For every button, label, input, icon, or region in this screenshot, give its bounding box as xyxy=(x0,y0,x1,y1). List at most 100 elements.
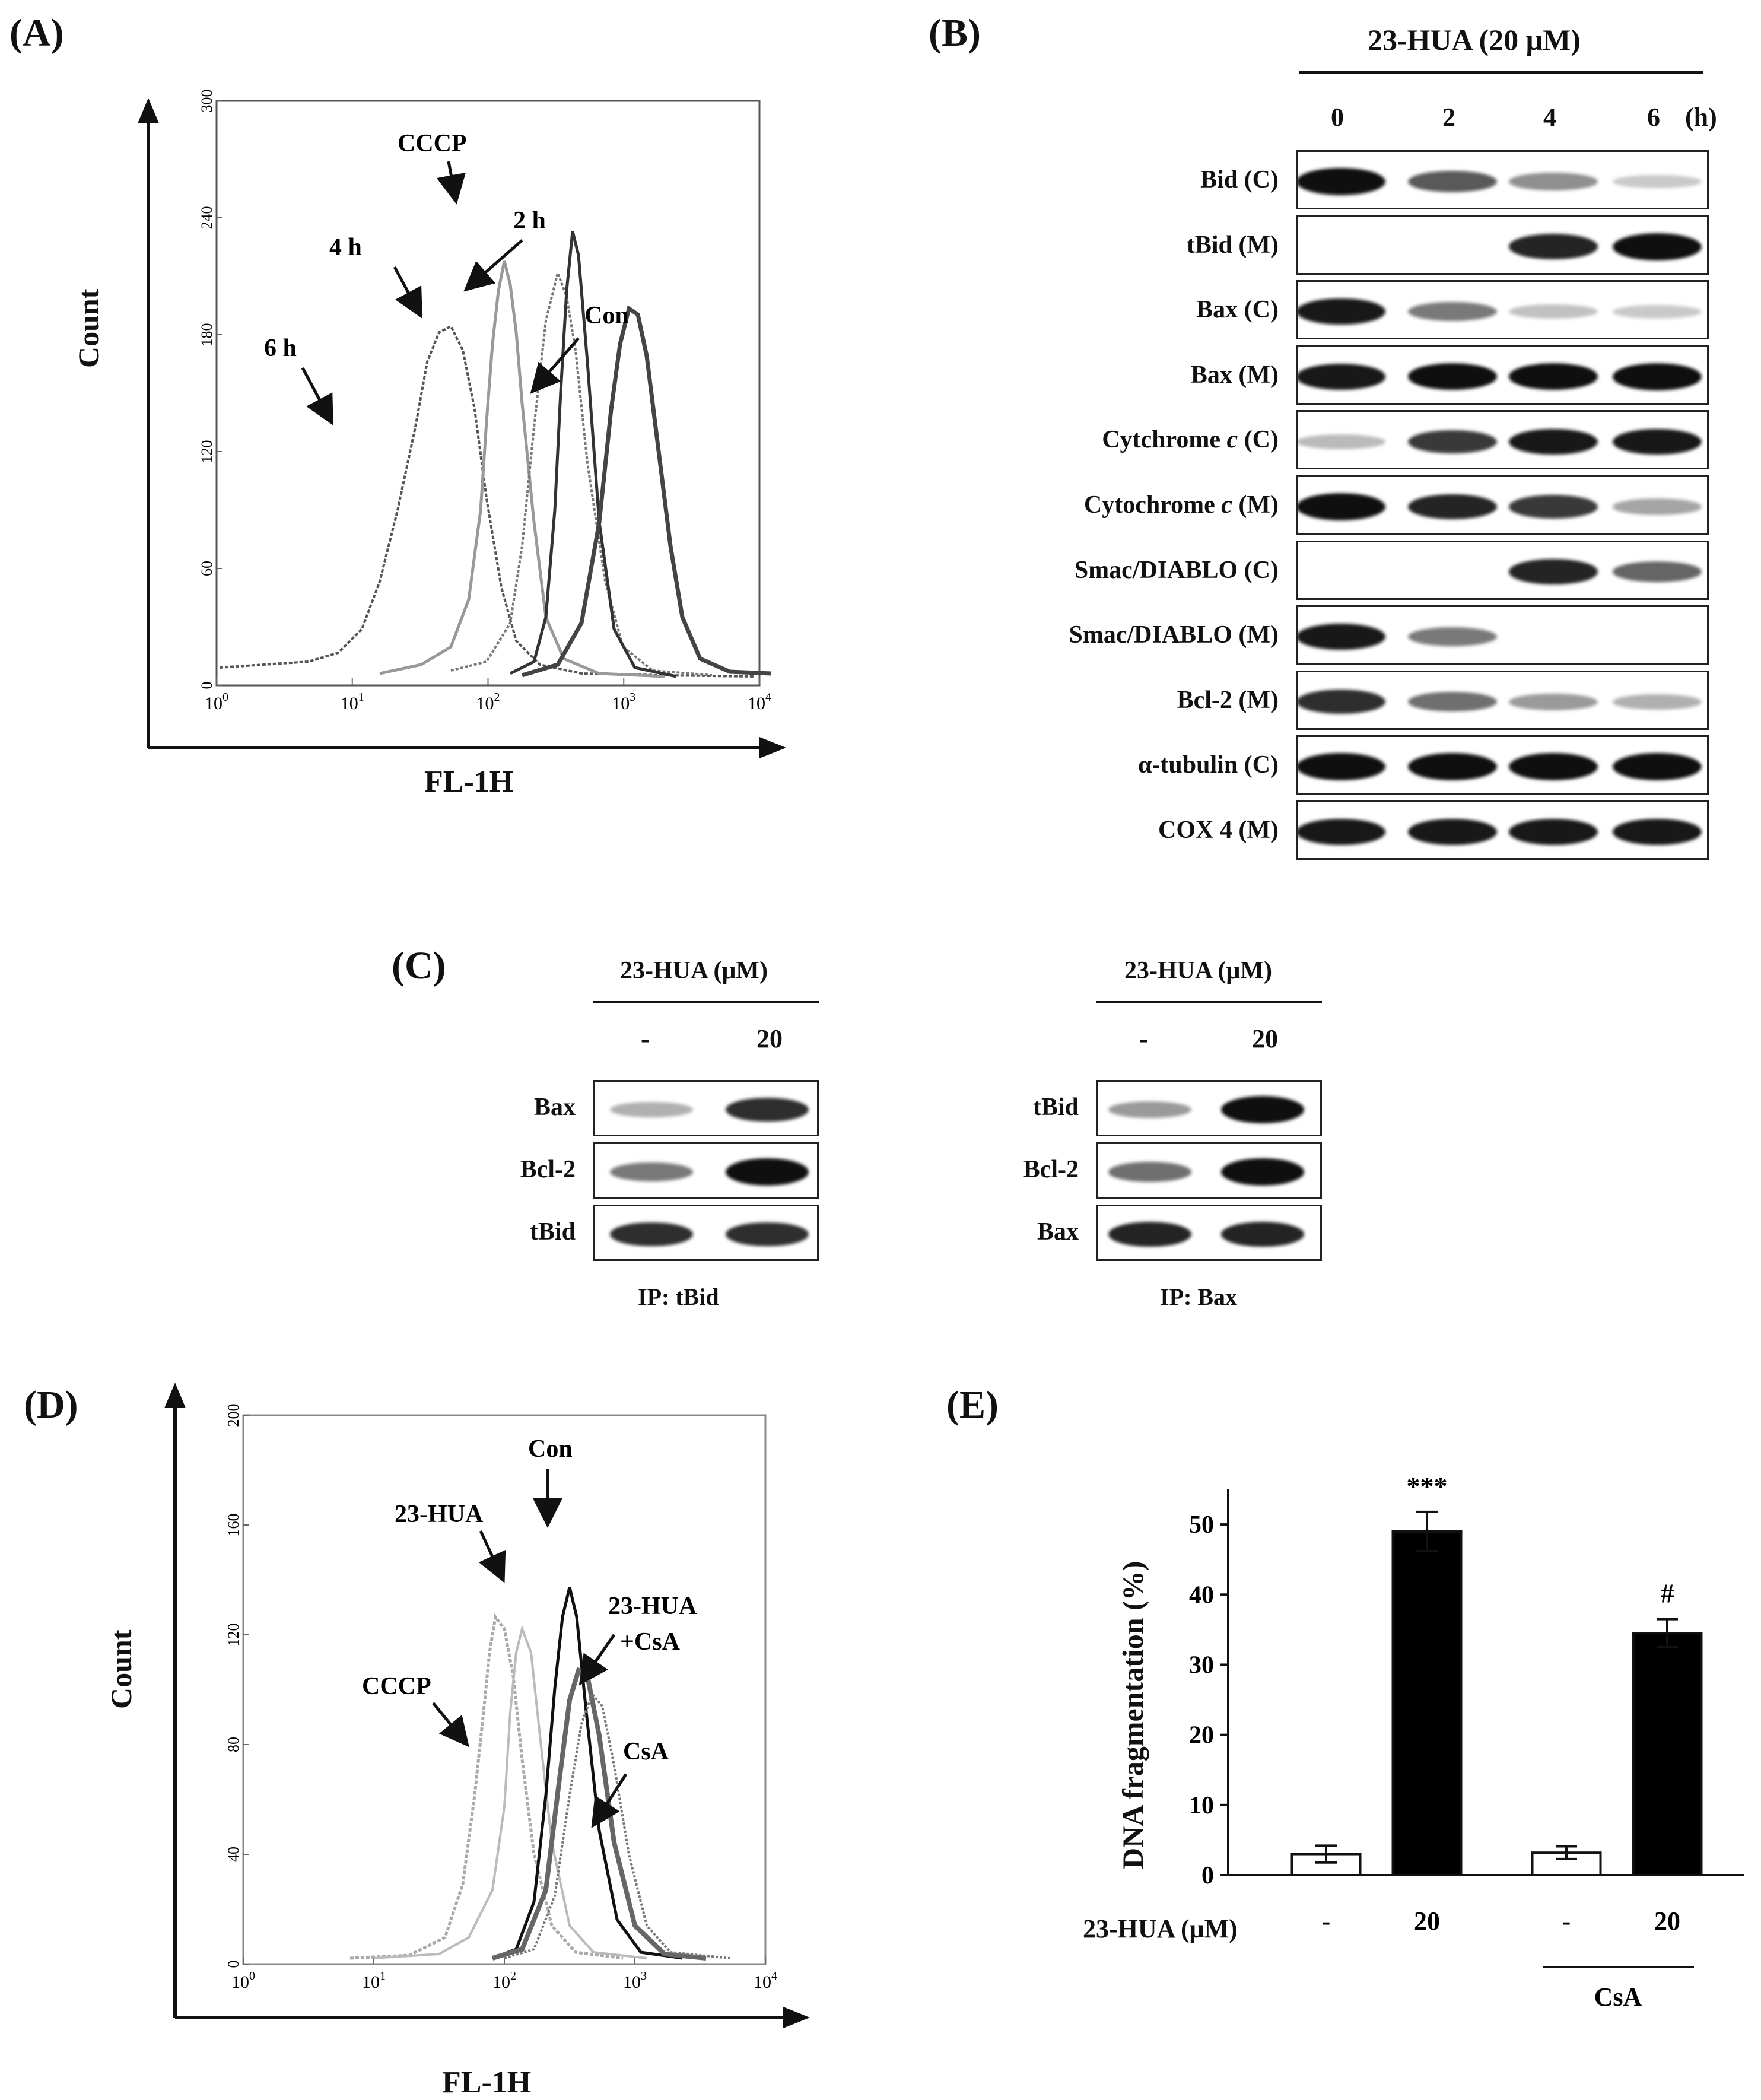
blot-label: Bax (M) xyxy=(1190,361,1279,389)
blot-band xyxy=(1298,168,1385,195)
x-tick-label: 101 xyxy=(341,691,364,713)
blot-strip xyxy=(1296,345,1709,405)
blot-label: tBid xyxy=(529,1218,576,1246)
significance-mark: *** xyxy=(1407,1471,1448,1501)
y-tick-label: 10 xyxy=(1189,1792,1214,1819)
timepoint-label: 4 xyxy=(1543,103,1556,132)
blot-label: Smac/DIABLO (M) xyxy=(1069,621,1279,649)
blot-band xyxy=(1613,694,1702,710)
error-bar xyxy=(1416,1510,1438,1552)
y-tick-label: 50 xyxy=(1189,1511,1214,1539)
arrow-cccp-d xyxy=(432,1702,469,1748)
blot-band xyxy=(1613,498,1702,515)
category-label: - xyxy=(1562,1907,1571,1936)
x-tick-label: 104 xyxy=(748,691,771,713)
y-tick-label: 240 xyxy=(198,206,215,230)
y-tick-label: 160 xyxy=(225,1514,242,1537)
error-bar xyxy=(1556,1845,1577,1860)
timepoint-label: 0 xyxy=(1331,103,1344,132)
blot-label: Bcl-2 xyxy=(1023,1156,1079,1183)
blot-band xyxy=(1408,627,1497,647)
panel-d-plot-frame xyxy=(242,1414,767,1965)
annot-4h: 4 h xyxy=(329,234,362,261)
blot-band xyxy=(726,1097,809,1122)
blot-label: Smac/DIABLO (C) xyxy=(1074,556,1279,584)
blot-strip xyxy=(1296,800,1709,860)
panel-d-y-arrowhead xyxy=(164,1383,186,1408)
y-tick-label: 80 xyxy=(225,1737,242,1752)
significance-mark: # xyxy=(1661,1578,1674,1609)
error-bar xyxy=(1315,1844,1337,1864)
x-tick-label: 100 xyxy=(205,691,228,713)
blot-strip xyxy=(1096,1205,1322,1261)
ip-header: 23-HUA (μM) xyxy=(620,957,768,984)
panel-e-x-row-label: 23-HUA (μM) xyxy=(1083,1914,1238,1943)
x-tick-label: 101 xyxy=(362,1969,386,1992)
category-label: 20 xyxy=(1654,1907,1680,1936)
blot-label: Bax (C) xyxy=(1196,296,1279,324)
blot-band xyxy=(1408,430,1497,454)
y-tick-label: 180 xyxy=(198,323,215,347)
y-tick-label: 30 xyxy=(1189,1651,1214,1679)
blot-label: Cytchrome c (C) xyxy=(1102,426,1279,454)
annot-con-d: Con xyxy=(528,1435,573,1463)
y-tick-label: 0 xyxy=(198,682,215,690)
blot-band xyxy=(726,1222,809,1247)
annot-cccp: CCCP xyxy=(398,130,467,157)
blot-band xyxy=(726,1158,809,1186)
blot-band xyxy=(1509,753,1598,781)
blot-strip xyxy=(1296,410,1709,470)
blot-band xyxy=(1509,173,1598,190)
blot-band xyxy=(1509,363,1598,390)
timepoint-label: 2 xyxy=(1442,103,1455,132)
histogram-4h xyxy=(379,260,665,678)
blot-band xyxy=(1221,1221,1304,1247)
blot-band xyxy=(1408,692,1497,712)
annot-cccp-d: CCCP xyxy=(362,1673,431,1700)
panel-e-ylabel: DNA fragmentation (%) xyxy=(1116,1561,1149,1869)
blot-label: tBid xyxy=(1032,1094,1079,1121)
ip-header-rule xyxy=(593,1001,819,1003)
blot-strip xyxy=(1296,605,1709,665)
panel-a-label: (A) xyxy=(9,11,64,55)
annot-23hua-d: 23-HUA xyxy=(395,1501,484,1528)
arrow-4h xyxy=(393,266,422,319)
arrow-23hua-d xyxy=(478,1530,506,1583)
x-tick-label: 100 xyxy=(231,1969,255,1992)
panel-a-histogram: 0 60 120 180 240 300 100 101 102 103 104 CCCP 2 h… xyxy=(138,90,786,758)
blot-label: COX 4 (M) xyxy=(1158,817,1279,844)
condition-label: 20 xyxy=(1252,1024,1278,1053)
y-tick-label: 40 xyxy=(1189,1581,1214,1609)
blot-strip xyxy=(593,1142,819,1199)
y-tick-label: 120 xyxy=(198,440,215,463)
annot-2h: 2 h xyxy=(513,207,546,234)
arrow-csa-d xyxy=(591,1773,628,1829)
panel-a-y-arrowhead xyxy=(138,98,159,123)
blot-band xyxy=(1613,753,1702,781)
blot-strip xyxy=(593,1080,819,1136)
panel-b-header-rule xyxy=(1299,71,1703,74)
y-tick-label: 0 xyxy=(225,1961,242,1968)
histogram-con xyxy=(521,305,772,678)
blot-band xyxy=(1613,363,1702,390)
blot-band xyxy=(1408,363,1497,390)
blot-band xyxy=(1613,304,1702,319)
blot-band xyxy=(1298,434,1385,449)
panel-e-bar-chart: 0 10 20 30 40 50 - *** 20 - #20 CsA xyxy=(1189,1471,1744,2012)
blot-band xyxy=(1509,495,1598,519)
ip-header-rule xyxy=(1096,1001,1322,1003)
condition-label: - xyxy=(641,1024,650,1053)
blot-band xyxy=(1613,561,1702,582)
annot-6h: 6 h xyxy=(264,335,297,362)
histogram-23hua xyxy=(373,1625,647,1959)
blot-band xyxy=(610,1162,693,1182)
blot-band xyxy=(1108,1221,1191,1247)
panel-e-label: (E) xyxy=(946,1383,999,1427)
blot-band xyxy=(1509,304,1598,319)
blot-band xyxy=(1298,298,1385,325)
time-unit-label: (h) xyxy=(1685,103,1717,132)
blot-strip xyxy=(593,1205,819,1261)
blot-band xyxy=(1298,819,1385,845)
histogram-6h xyxy=(219,325,754,678)
blot-band xyxy=(1613,174,1702,189)
